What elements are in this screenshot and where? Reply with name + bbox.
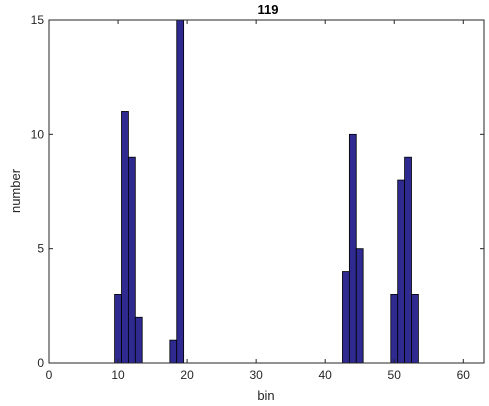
bar-bin-19: [176, 19, 185, 364]
bar-bin-18: [169, 339, 178, 364]
y-tick-label: 5: [37, 242, 44, 256]
y-tick-label: 15: [31, 13, 45, 27]
bar-bin-44: [348, 133, 357, 364]
bar-bin-52: [404, 156, 412, 364]
x-tick-label: 0: [46, 368, 53, 382]
x-tick-label: 20: [180, 368, 194, 382]
y-axis-ticks: 0 5 10 15: [31, 13, 484, 370]
plot-border: [48, 19, 485, 364]
bar-bin-11: [121, 111, 129, 364]
x-tick-label: 30: [249, 368, 263, 382]
x-tick-label: 40: [319, 368, 333, 382]
bar-bin-51: [397, 179, 405, 364]
bar-bin-13: [134, 316, 143, 364]
bar-bin-10: [114, 293, 122, 364]
chart-title: 119: [258, 2, 279, 17]
bar-bin-53: [411, 293, 419, 364]
y-tick-label: 0: [37, 356, 44, 370]
bar-bin-50: [390, 293, 399, 364]
x-tick-label: 10: [111, 368, 125, 382]
y-axis-label: number: [8, 168, 23, 213]
x-axis-ticks: 0 10 20 30 40 50 60: [46, 20, 471, 382]
y-tick-label: 10: [31, 127, 45, 141]
x-tick-label: 50: [388, 368, 402, 382]
bar-bin-12: [128, 156, 136, 364]
x-tick-label: 60: [457, 368, 471, 382]
x-axis-label: bin: [257, 388, 274, 403]
bar-bin-43: [342, 271, 350, 364]
bar-bin-45: [355, 248, 364, 364]
